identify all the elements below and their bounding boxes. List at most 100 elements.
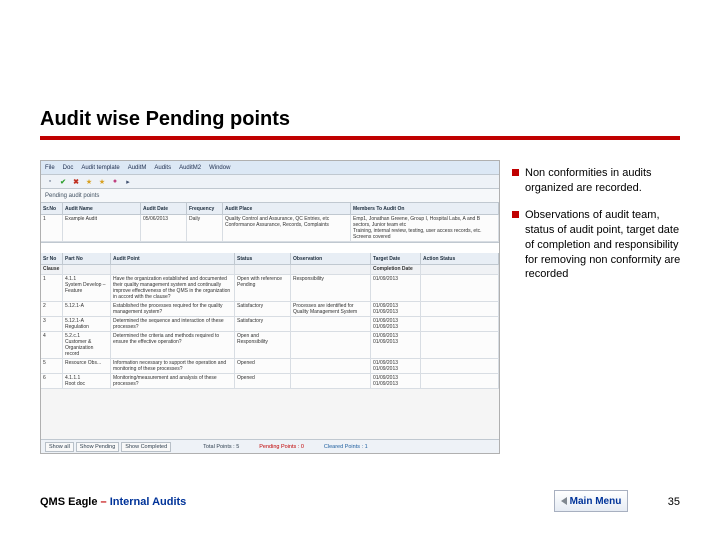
grid2-row[interactable]: 14.1.1System Develop – FeatureHave the o… xyxy=(41,275,499,302)
cell: 01/09/201301/09/2013 xyxy=(371,359,421,373)
cell xyxy=(421,302,499,316)
cell xyxy=(291,374,371,388)
col-observation[interactable]: Observation xyxy=(291,253,371,264)
grid1-row[interactable]: 1 Example Audit 05/06/2013 Daily Quality… xyxy=(41,215,499,242)
main-menu-button[interactable]: Main Menu xyxy=(554,490,628,512)
cell: 1 xyxy=(41,275,63,301)
cell: Information necessary to support the ope… xyxy=(111,359,235,373)
cell xyxy=(63,265,111,274)
col-srno[interactable]: Sr.No xyxy=(41,203,63,214)
grid2-header: Sr No Part No Audit Point Status Observa… xyxy=(41,253,499,265)
cell: Established the processes required for t… xyxy=(111,302,235,316)
cell xyxy=(421,317,499,331)
bullet-icon xyxy=(512,169,519,176)
check-icon[interactable]: ✔ xyxy=(58,177,68,187)
grid2-row[interactable]: 5Resource Obs...Information necessary to… xyxy=(41,359,499,374)
bullet-text: Observations of audit team, status of au… xyxy=(525,208,682,282)
cell: Satisfactory xyxy=(235,317,291,331)
grid1-header: Sr.No Audit Name Audit Date Frequency Au… xyxy=(41,203,499,215)
show-all-button[interactable]: Show all xyxy=(45,442,74,452)
menu-window[interactable]: Window xyxy=(209,165,230,171)
col-status[interactable]: Status xyxy=(235,253,291,264)
cell: Resource Obs... xyxy=(63,359,111,373)
cell: 4 xyxy=(41,332,63,358)
app-menubar: File Doc Audit template AuditM Audits Au… xyxy=(41,161,499,175)
menu-auditm2[interactable]: AuditM2 xyxy=(179,165,201,171)
bullet-text: Non conformities in audits organized are… xyxy=(525,166,682,196)
cell: 2 xyxy=(41,302,63,316)
cell: 5 xyxy=(41,359,63,373)
cell: 6 xyxy=(41,374,63,388)
col-srno[interactable]: Sr No xyxy=(41,253,63,264)
brand-dash: – xyxy=(97,496,109,508)
bullet-2: Observations of audit team, status of au… xyxy=(512,208,682,288)
cell xyxy=(291,359,371,373)
cell: 4.1.1System Develop – Feature xyxy=(63,275,111,301)
cell xyxy=(421,275,499,301)
menu-audit-template[interactable]: Audit template xyxy=(81,165,119,171)
text: Training, internal review, testing, user… xyxy=(353,228,481,240)
cell: 3 xyxy=(41,317,63,331)
cleared-points-label: Cleared Points : 1 xyxy=(324,444,368,450)
bullet-icon xyxy=(512,211,519,218)
col-auditplace[interactable]: Audit Place xyxy=(223,203,351,214)
text: Conformance Assurance, Records, Complain… xyxy=(225,222,329,228)
cell: 01/09/201301/09/2013 xyxy=(371,332,421,358)
cell xyxy=(421,265,499,274)
pin-icon[interactable]: ● xyxy=(110,177,120,187)
menu-audits[interactable]: Audits xyxy=(154,165,171,171)
arrow-left-icon xyxy=(561,497,567,505)
cell: Opened xyxy=(235,359,291,373)
cell: Clause xyxy=(41,265,63,274)
cell: 5.12.1-ARegulation xyxy=(63,317,111,331)
grid2-row[interactable]: 25.12.1-AEstablished the processes requi… xyxy=(41,302,499,317)
cell: 5.12.1-A xyxy=(63,302,111,316)
bullet-1: Non conformities in audits organized are… xyxy=(512,166,682,202)
cell: Completion Date xyxy=(371,265,421,274)
cell: 05/06/2013 xyxy=(141,215,187,241)
status-bar: Show all Show Pending Show Completed Tot… xyxy=(41,439,499,453)
cell: 4.1.1.1Root doc xyxy=(63,374,111,388)
cell: 01/09/201301/09/2013 xyxy=(371,302,421,316)
col-auditpoint[interactable]: Audit Point xyxy=(111,253,235,264)
menu-file[interactable]: File xyxy=(45,165,55,171)
grid2-row[interactable]: 45.2.c.1Customer & Organization recordDe… xyxy=(41,332,499,359)
col-actionstatus[interactable]: Action Status xyxy=(421,253,499,264)
close-icon[interactable]: ✖ xyxy=(71,177,81,187)
grid2-row[interactable]: 64.1.1.1Root docMonitoring/measurement a… xyxy=(41,374,499,389)
star-icon[interactable]: ★ xyxy=(84,177,94,187)
cell: Satisfactory xyxy=(235,302,291,316)
col-members[interactable]: Members To Audit On xyxy=(351,203,499,214)
subtoolbar-label: Pending audit points xyxy=(45,193,99,199)
cell xyxy=(291,265,371,274)
star-icon[interactable]: ★ xyxy=(97,177,107,187)
misc-icon[interactable]: ▸ xyxy=(123,177,133,187)
cell: 5.2.c.1Customer & Organization record xyxy=(63,332,111,358)
col-partno[interactable]: Part No xyxy=(63,253,111,264)
col-frequency[interactable]: Frequency xyxy=(187,203,223,214)
cell xyxy=(421,374,499,388)
grid2-subheader: Clause Completion Date xyxy=(41,265,499,275)
main-menu-label: Main Menu xyxy=(570,496,622,507)
app-toolbar: ▫ ✔ ✖ ★ ★ ● ▸ xyxy=(41,175,499,189)
app-screenshot: File Doc Audit template AuditM Audits Au… xyxy=(40,160,500,454)
menu-doc[interactable]: Doc xyxy=(63,165,74,171)
cell: Opened xyxy=(235,374,291,388)
col-auditname[interactable]: Audit Name xyxy=(63,203,141,214)
show-pending-button[interactable]: Show Pending xyxy=(76,442,119,452)
cell: Monitoring/measurement and analysis of t… xyxy=(111,374,235,388)
cell: Responsibility xyxy=(291,275,371,301)
cell: 1 xyxy=(41,215,63,241)
title-underline xyxy=(40,136,680,140)
grid2-row[interactable]: 35.12.1-ARegulationDetermined the sequen… xyxy=(41,317,499,332)
col-targetdate[interactable]: Target Date xyxy=(371,253,421,264)
col-auditdate[interactable]: Audit Date xyxy=(141,203,187,214)
cell xyxy=(111,265,235,274)
menu-auditm[interactable]: AuditM xyxy=(128,165,147,171)
cell xyxy=(235,265,291,274)
cell: Quality Control and Assurance, QC Entrie… xyxy=(223,215,351,241)
show-completed-button[interactable]: Show Completed xyxy=(121,442,171,452)
cell: Open with reference Pending xyxy=(235,275,291,301)
cell xyxy=(421,359,499,373)
new-icon[interactable]: ▫ xyxy=(45,177,55,187)
